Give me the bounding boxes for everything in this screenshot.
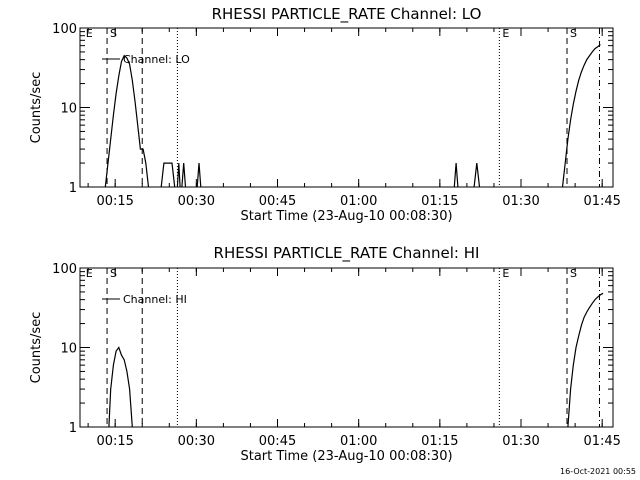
plot-frame bbox=[79, 267, 614, 428]
x-tick-label: 01:00 bbox=[340, 434, 377, 449]
series-segment bbox=[181, 163, 187, 188]
series-segment bbox=[561, 44, 601, 188]
x-tick-label: 00:45 bbox=[259, 434, 296, 449]
x-tick-label: 01:15 bbox=[421, 194, 458, 209]
x-tick-label: 01:30 bbox=[502, 434, 539, 449]
x-tick-label: 00:15 bbox=[96, 434, 133, 449]
series-segment bbox=[160, 162, 176, 188]
x-tick-label: 00:15 bbox=[96, 194, 133, 209]
marker-label: S bbox=[110, 27, 117, 40]
series-segment bbox=[453, 163, 459, 188]
marker-label: E bbox=[502, 27, 509, 40]
series-segment bbox=[473, 163, 481, 188]
x-tick-label: 01:00 bbox=[340, 194, 377, 209]
y-axis-label: Counts/sec bbox=[29, 312, 44, 384]
x-tick-label: 01:45 bbox=[583, 434, 620, 449]
x-tick-label: 00:45 bbox=[259, 194, 296, 209]
series-segment bbox=[104, 54, 150, 188]
y-axis-label: Counts/sec bbox=[29, 72, 44, 144]
legend-label: Channel: HI bbox=[123, 293, 187, 306]
marker-label: S bbox=[110, 267, 117, 280]
hi-channel-panel: RHESSI PARTICLE_RATE Channel: HI 00:15 00:… bbox=[29, 244, 621, 464]
y-tick-label: 100 bbox=[52, 22, 77, 37]
lo-channel-panel: RHESSI PARTICLE_RATE Channel: LO 00:15 00:… bbox=[29, 5, 621, 224]
plot-frame bbox=[79, 27, 614, 188]
footer-timestamp: 16-Oct-2021 00:55 bbox=[560, 467, 636, 476]
chart-title: RHESSI PARTICLE_RATE Channel: HI bbox=[214, 244, 480, 263]
legend-label: Channel: LO bbox=[123, 53, 190, 66]
x-tick-label: 01:15 bbox=[421, 434, 458, 449]
series-segment bbox=[196, 163, 202, 188]
series-segment bbox=[108, 346, 133, 428]
x-tick-label: 01:30 bbox=[502, 194, 539, 209]
y-tick-label: 1 bbox=[69, 421, 77, 436]
x-tick-label: 01:45 bbox=[583, 194, 620, 209]
marker-label: E bbox=[86, 27, 93, 40]
marker-label: S bbox=[570, 27, 577, 40]
x-axis-label: Start Time (23-Aug-10 00:08:30) bbox=[240, 449, 452, 464]
x-axis-label: Start Time (23-Aug-10 00:08:30) bbox=[240, 209, 452, 224]
marker-label: S bbox=[570, 267, 577, 280]
y-tick-label: 10 bbox=[60, 342, 77, 357]
y-tick-label: 100 bbox=[52, 262, 77, 277]
x-tick-label: 00:30 bbox=[178, 434, 215, 449]
x-tick-label: 00:30 bbox=[178, 194, 215, 209]
series-segment bbox=[567, 292, 604, 428]
chart-title: RHESSI PARTICLE_RATE Channel: LO bbox=[212, 5, 482, 24]
y-tick-label: 10 bbox=[60, 102, 77, 117]
series-segment bbox=[176, 163, 181, 188]
marker-label: E bbox=[86, 267, 93, 280]
marker-label: E bbox=[502, 267, 509, 280]
y-tick-label: 1 bbox=[69, 181, 77, 196]
